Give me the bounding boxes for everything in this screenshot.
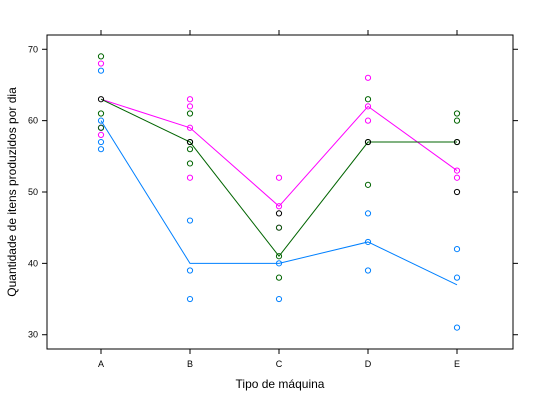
data-point-3: [364, 138, 372, 146]
data-point-2: [453, 110, 461, 117]
data-point-1: [186, 103, 194, 110]
data-point-0: [186, 217, 194, 224]
data-point-0: [97, 138, 105, 146]
data-point-0: [364, 238, 372, 246]
data-point-0: [275, 260, 283, 267]
data-point-0: [97, 67, 105, 74]
data-point-0: [364, 210, 372, 217]
x-tick-label: E: [454, 359, 460, 369]
data-point-0: [453, 245, 461, 253]
data-point-2: [97, 124, 105, 131]
data-point-0: [186, 267, 194, 274]
data-point-3: [453, 188, 461, 196]
data-point-0: [453, 324, 461, 331]
data-point-2: [364, 181, 372, 188]
data-point-2: [275, 253, 283, 260]
data-point-3: [275, 210, 283, 217]
data-point-0: [364, 267, 372, 274]
x-tick-label: C: [276, 359, 283, 369]
data-point-2: [186, 160, 194, 167]
data-point-1: [97, 60, 105, 67]
y-tick-label: 60: [28, 116, 38, 126]
y-axis-label: Quantidade de itens produzidos por dia: [5, 87, 19, 297]
data-point-1: [453, 174, 461, 181]
data-points: [97, 53, 461, 331]
data-point-3: [453, 138, 461, 146]
data-point-2: [97, 110, 105, 117]
data-point-1: [186, 124, 194, 131]
data-point-0: [275, 295, 283, 303]
data-point-2: [453, 117, 461, 124]
data-point-2: [275, 274, 283, 281]
data-point-2: [275, 224, 283, 231]
series-line-0: [100, 120, 458, 286]
data-point-3: [97, 96, 105, 103]
y-tick-label: 70: [28, 44, 38, 54]
data-point-2: [186, 146, 194, 153]
x-axis: A B C D E: [98, 30, 460, 369]
series-line-2: [100, 98, 457, 258]
y-tick-label: 50: [28, 187, 38, 197]
y-axis: 30 40 50 60 70: [28, 44, 518, 340]
data-point-2: [186, 110, 194, 117]
data-point-1: [186, 96, 194, 103]
x-tick-label: D: [365, 359, 372, 369]
y-tick-label: 40: [28, 258, 38, 268]
data-point-1: [453, 167, 461, 174]
x-axis-label: Tipo de máquina: [236, 377, 325, 391]
data-point-0: [453, 274, 461, 281]
series-line-1: [100, 98, 458, 207]
data-point-1: [364, 103, 372, 110]
x-tick-label: A: [98, 359, 104, 369]
data-point-0: [97, 117, 105, 124]
data-point-2: [364, 96, 372, 103]
data-point-1: [364, 74, 372, 81]
data-point-2: [97, 53, 105, 60]
data-point-1: [186, 174, 194, 181]
data-point-1: [275, 174, 283, 181]
data-point-0: [97, 146, 105, 153]
data-point-0: [186, 295, 194, 303]
series-lines: [100, 98, 458, 286]
x-tick-label: B: [187, 359, 193, 369]
data-point-1: [97, 131, 105, 139]
data-point-1: [364, 117, 372, 124]
data-point-1: [275, 203, 283, 210]
data-point-3: [186, 138, 194, 146]
y-tick-label: 30: [28, 330, 38, 340]
